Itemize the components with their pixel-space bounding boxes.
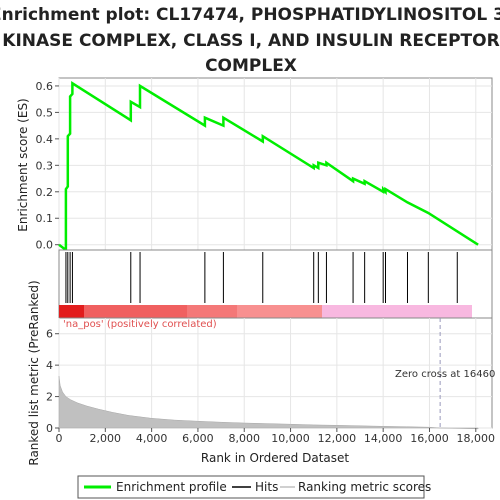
metric-y-tick-label: 6 [46, 328, 53, 341]
metric-y-tick-label: 2 [46, 391, 53, 404]
hits-markers [65, 252, 458, 303]
chart-title-line-3: COMPLEX [205, 56, 297, 76]
es-panel-frame [58, 77, 493, 251]
x-tick-label: 16,000 [410, 432, 449, 445]
positive-correlation-label: 'na_pos' (positively correlated) [63, 319, 217, 330]
enrichment-profile-line [58, 81, 479, 253]
rank-bar-pink [322, 305, 472, 318]
legend-enrichment-label: Enrichment profile [116, 480, 227, 494]
metric-y-axis-title: Ranked list metric (PreRanked) [27, 280, 41, 465]
ranking-metric-area [58, 376, 479, 430]
x-tick-label: 10,000 [271, 432, 310, 445]
x-tick-label: 18,000 [457, 432, 496, 445]
x-tick-label: 0 [56, 432, 63, 445]
legend-hits-label: Hits [255, 480, 278, 494]
x-axis-title: Rank in Ordered Dataset [201, 451, 349, 465]
legend-metric-label: Ranking metric scores [298, 480, 431, 494]
metric-y-tick-label: 0 [46, 422, 53, 435]
es-y-axis-title: Enrichment score (ES) [16, 98, 30, 231]
x-tick-label: 4,000 [136, 432, 168, 445]
chart-title-line-2: KINASE COMPLEX, CLASS I, AND INSULIN REC… [2, 31, 499, 51]
es-y-tick-label: 0.0 [36, 239, 54, 252]
rank-bar-dark-red [59, 305, 84, 318]
x-axis: 0 2,000 4,000 6,000 8,000 10,000 12,000 14,000 1… [56, 428, 496, 445]
es-y-tick-label: 0.3 [36, 159, 54, 172]
x-tick-label: 14,000 [364, 432, 403, 445]
rank-color-bar [59, 305, 472, 318]
chart-title-line-1: Enrichment plot: CL17474, PHOSPHATIDYLIN… [0, 5, 500, 25]
zero-cross-label: Zero cross at 16460 [395, 369, 495, 380]
es-y-tick-label: 0.6 [36, 80, 54, 93]
metric-panel-frame [58, 317, 493, 429]
x-tick-label: 8,000 [228, 432, 260, 445]
es-y-tick-label: 0.5 [36, 106, 54, 119]
x-tick-label: 2,000 [90, 432, 122, 445]
x-tick-label: 12,000 [318, 432, 357, 445]
rank-bar-red-mid [187, 305, 237, 318]
rank-bar-red [84, 305, 187, 318]
metric-y-tick-label: 4 [46, 359, 53, 372]
es-y-tick-label: 0.1 [36, 212, 54, 225]
es-y-axis: 0.0 0.1 0.2 0.3 0.4 0.5 0.6 [36, 80, 59, 252]
metric-y-axis: 0 2 4 6 [46, 328, 59, 435]
rank-bar-salmon [237, 305, 322, 318]
x-tick-label: 6,000 [182, 432, 214, 445]
es-y-tick-label: 0.4 [36, 133, 54, 146]
es-y-tick-label: 0.2 [36, 186, 54, 199]
